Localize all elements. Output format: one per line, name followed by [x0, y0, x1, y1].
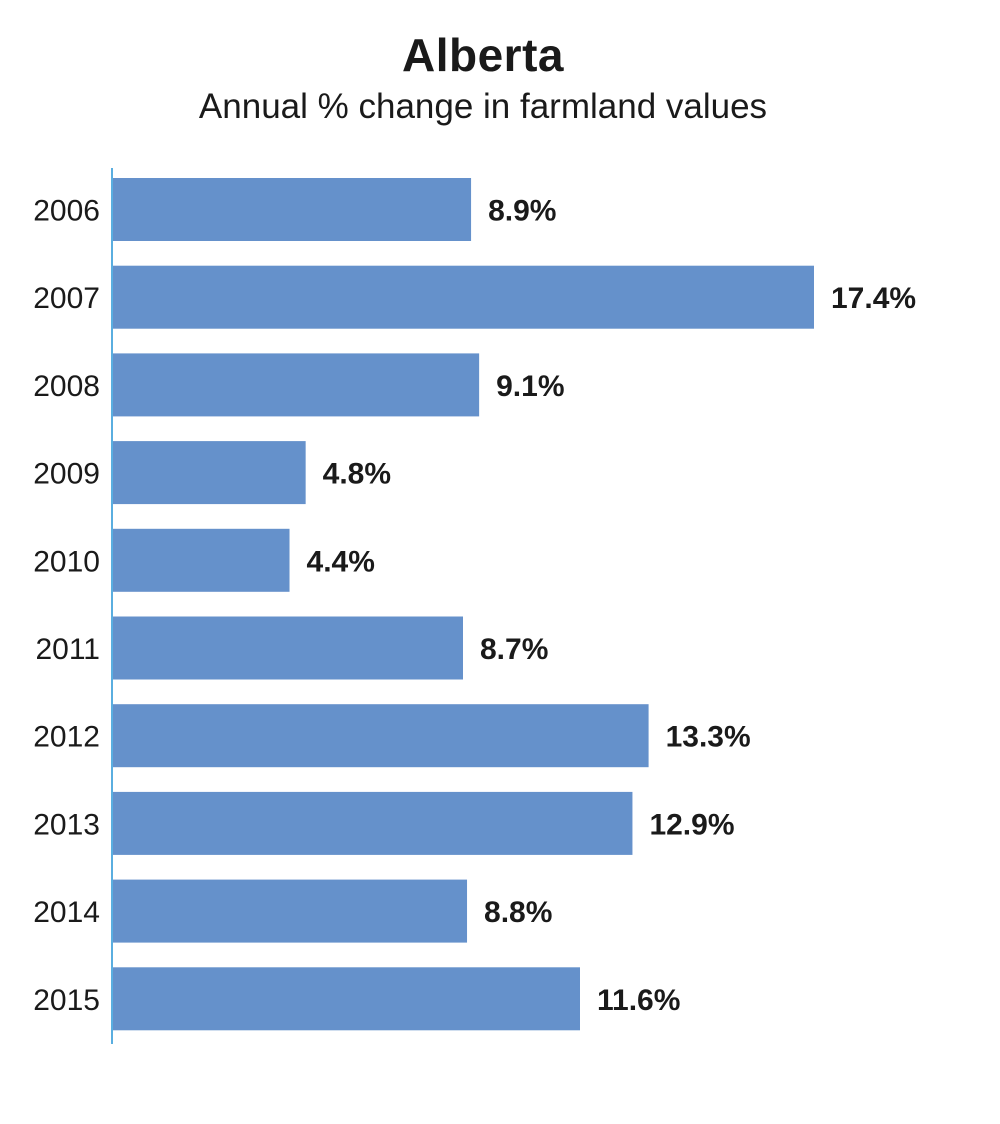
data-label: 17.4%: [831, 282, 916, 315]
bar-2008: [112, 353, 480, 417]
bar-2006: [112, 178, 472, 241]
bar-2013: [112, 791, 633, 855]
data-label: 11.6%: [597, 984, 680, 1017]
bar-2014: [112, 879, 468, 943]
bar-2015: [112, 967, 580, 1031]
y-tick-label: 2011: [35, 633, 100, 666]
y-tick-label: 2006: [33, 195, 100, 228]
y-tick-label: 2014: [33, 896, 100, 929]
data-label: 13.3%: [666, 721, 751, 754]
y-tick-label: 2012: [33, 721, 100, 754]
data-label: 8.8%: [484, 896, 552, 929]
bar-2011: [112, 616, 463, 680]
bar-2009: [112, 441, 306, 505]
bar-2007: [112, 265, 814, 329]
bars-layer: [112, 178, 814, 1031]
data-label: 4.4%: [307, 545, 375, 578]
y-tick-label: 2008: [33, 370, 100, 403]
chart-title: Alberta: [402, 29, 564, 81]
y-tick-label: 2007: [33, 282, 100, 315]
y-tick-label: 2015: [33, 984, 100, 1017]
data-label: 8.9%: [488, 195, 556, 228]
data-label: 12.9%: [649, 808, 734, 841]
bar-2010: [112, 528, 290, 592]
chart-subtitle: Annual % change in farmland values: [198, 87, 768, 126]
y-tick-label: 2009: [33, 458, 100, 491]
bar-2012: [112, 704, 649, 768]
data-label: 9.1%: [496, 370, 564, 403]
y-tick-label: 2013: [33, 808, 100, 841]
data-label: 4.8%: [323, 458, 391, 491]
data-label: 8.7%: [480, 633, 548, 666]
y-tick-label: 2010: [33, 545, 100, 578]
labels-layer: 2006 8.9% 2007 17.4% 2008 9.1% 2009 4.8% 2010 4.4…: [33, 195, 916, 1017]
